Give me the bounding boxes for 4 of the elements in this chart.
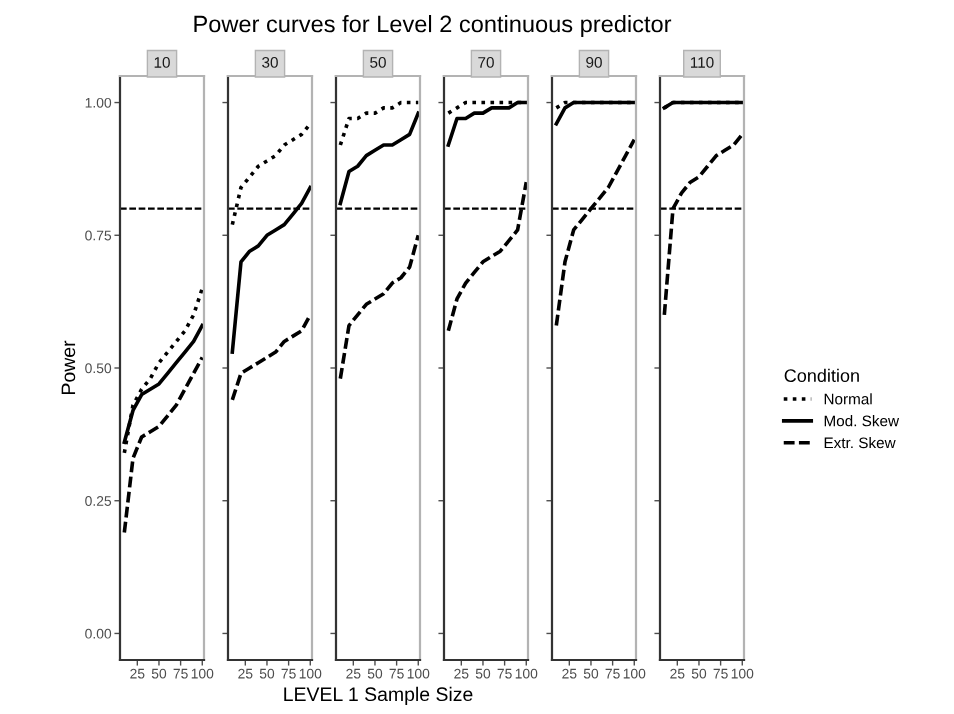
legend-title: Condition (784, 368, 859, 383)
text: Power curves for Level 2 continuous predictor (194, 15, 672, 37)
y-axis-title: Power (61, 340, 76, 394)
x-axis-title: LEVEL 1 Sample Size (284, 686, 473, 705)
